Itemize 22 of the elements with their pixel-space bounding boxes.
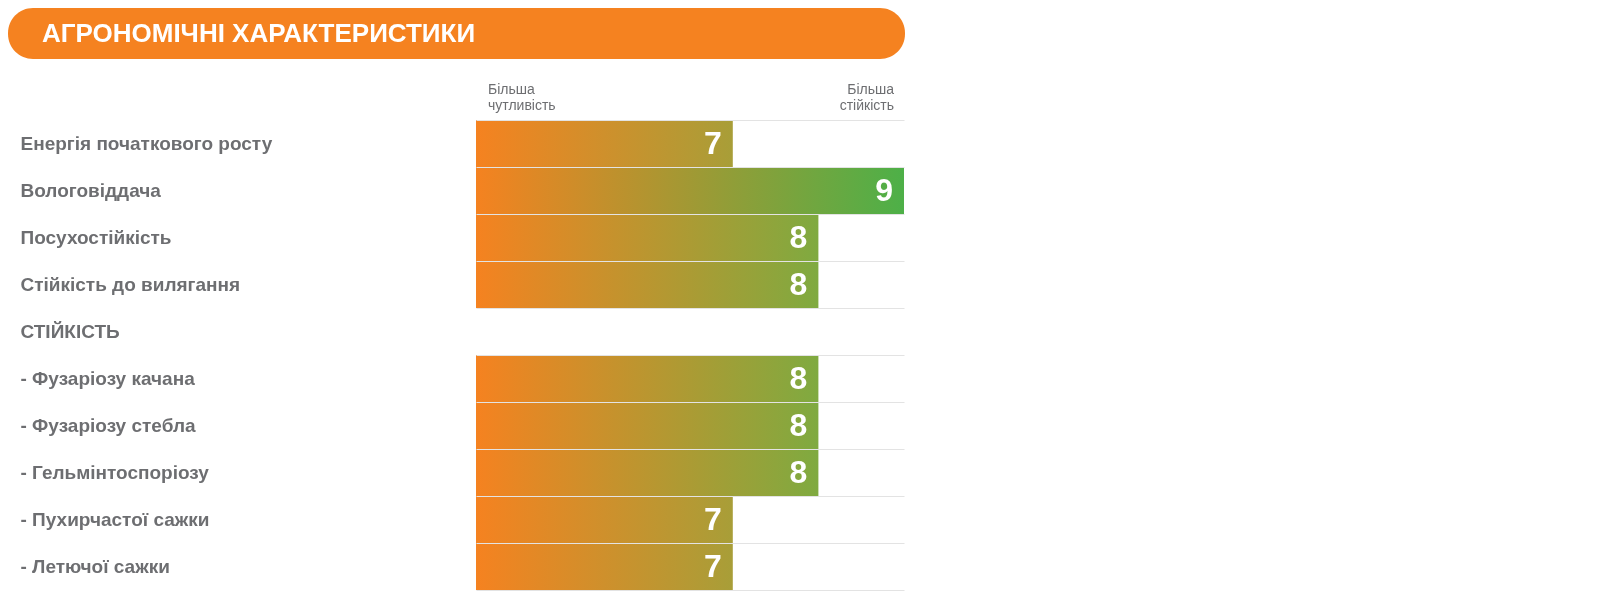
y-tick-label: СТІЙКІСТЬ <box>20 321 120 342</box>
data-label: 7 <box>704 547 722 584</box>
data-label: 7 <box>704 500 722 537</box>
data-label: 8 <box>789 359 808 396</box>
text: Більша чутливість <box>488 81 556 113</box>
data-label: 8 <box>789 265 808 302</box>
data-label: 8 <box>789 453 808 490</box>
y-tick-label: Вологовіддача <box>20 180 162 201</box>
y-tick-label: - Летючої сажки <box>20 556 170 577</box>
data-label: 8 <box>789 406 808 443</box>
y-tick-label: - Фузаріозу качана <box>20 368 196 389</box>
y-tick-label: - Гельмінтоспоріозу <box>20 462 210 483</box>
text: АГРОНОМІЧНІ ХАРАКТЕРИСТИКИ <box>42 18 476 48</box>
y-tick-label: - Пухирчастої сажки <box>20 509 210 530</box>
y-tick-label: - Фузаріозу стебла <box>20 415 196 436</box>
y-tick-label: Енергія початкового росту <box>20 133 273 154</box>
text: Більша стійкість <box>839 81 895 113</box>
data-label: 7 <box>704 124 722 161</box>
data-label: 9 <box>875 171 893 208</box>
data-label: 8 <box>789 218 808 255</box>
y-tick-label: Посухостійкість <box>20 227 172 248</box>
y-tick-label: Стійкість до вилягання <box>20 274 241 295</box>
